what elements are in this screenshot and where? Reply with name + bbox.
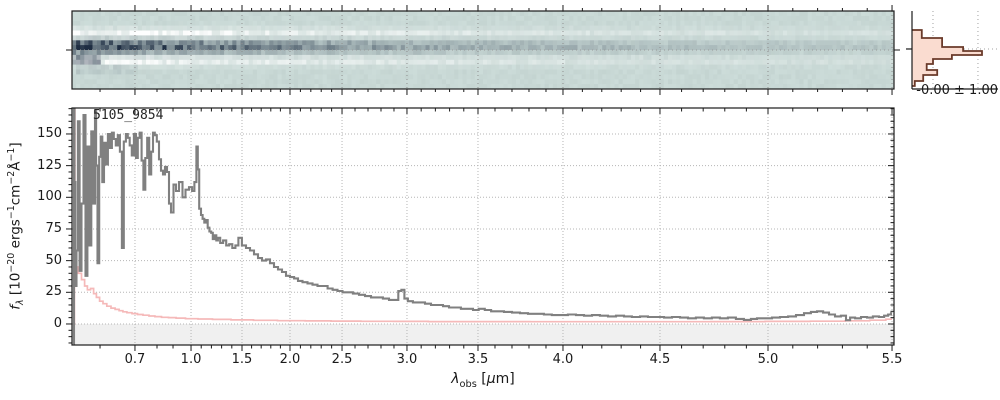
x-tick-label: 5.0	[757, 352, 779, 367]
y-tick-label: 50	[45, 252, 62, 268]
y-tick-label: 150	[37, 125, 62, 141]
x-tick-label: 0.7	[124, 352, 146, 367]
x-tick-label: 4.0	[552, 352, 574, 367]
spectrum-2d-panel	[66, 5, 900, 95]
flux-line	[72, 108, 893, 345]
histogram-shape	[912, 29, 983, 87]
x-tick-label: 1.5	[231, 352, 253, 367]
x-tick-label: 4.5	[649, 352, 671, 367]
x-tick-label: 2.0	[279, 352, 301, 367]
heatmap-cells	[72, 11, 895, 90]
main-spines	[71, 107, 895, 346]
spectrum-2d-ticks	[66, 5, 900, 95]
x-tick-label: 5.5	[881, 352, 903, 367]
main-gridlines	[72, 108, 894, 345]
below-zero-band	[72, 323, 894, 345]
source-id-annotation: 5105_9854	[93, 108, 164, 123]
error-line	[73, 108, 892, 325]
y-tick-label: 0	[53, 315, 62, 331]
x-axis-label: λobs [μm]	[451, 371, 515, 390]
main-ticks	[66, 108, 894, 351]
histogram-spines	[906, 11, 998, 90]
x-tick-label: 3.5	[467, 352, 489, 367]
y-tick-label: 25	[45, 284, 62, 300]
x-tick-label: 1.0	[180, 352, 202, 367]
data-lines	[72, 108, 893, 345]
main-plot-panel	[66, 107, 895, 351]
y-tick-label: 100	[37, 189, 62, 205]
histogram-stats-label: -0.00 ± 1.00	[916, 83, 998, 98]
x-tick-label: 2.5	[331, 352, 353, 367]
histogram-gridlines	[912, 11, 998, 89]
y-tick-label: 125	[37, 157, 62, 173]
spectrum-2d-gridlines	[134, 11, 893, 89]
y-tick-label: 75	[45, 220, 62, 236]
histogram-panel	[906, 11, 998, 90]
x-tick-label: 3.0	[396, 352, 418, 367]
